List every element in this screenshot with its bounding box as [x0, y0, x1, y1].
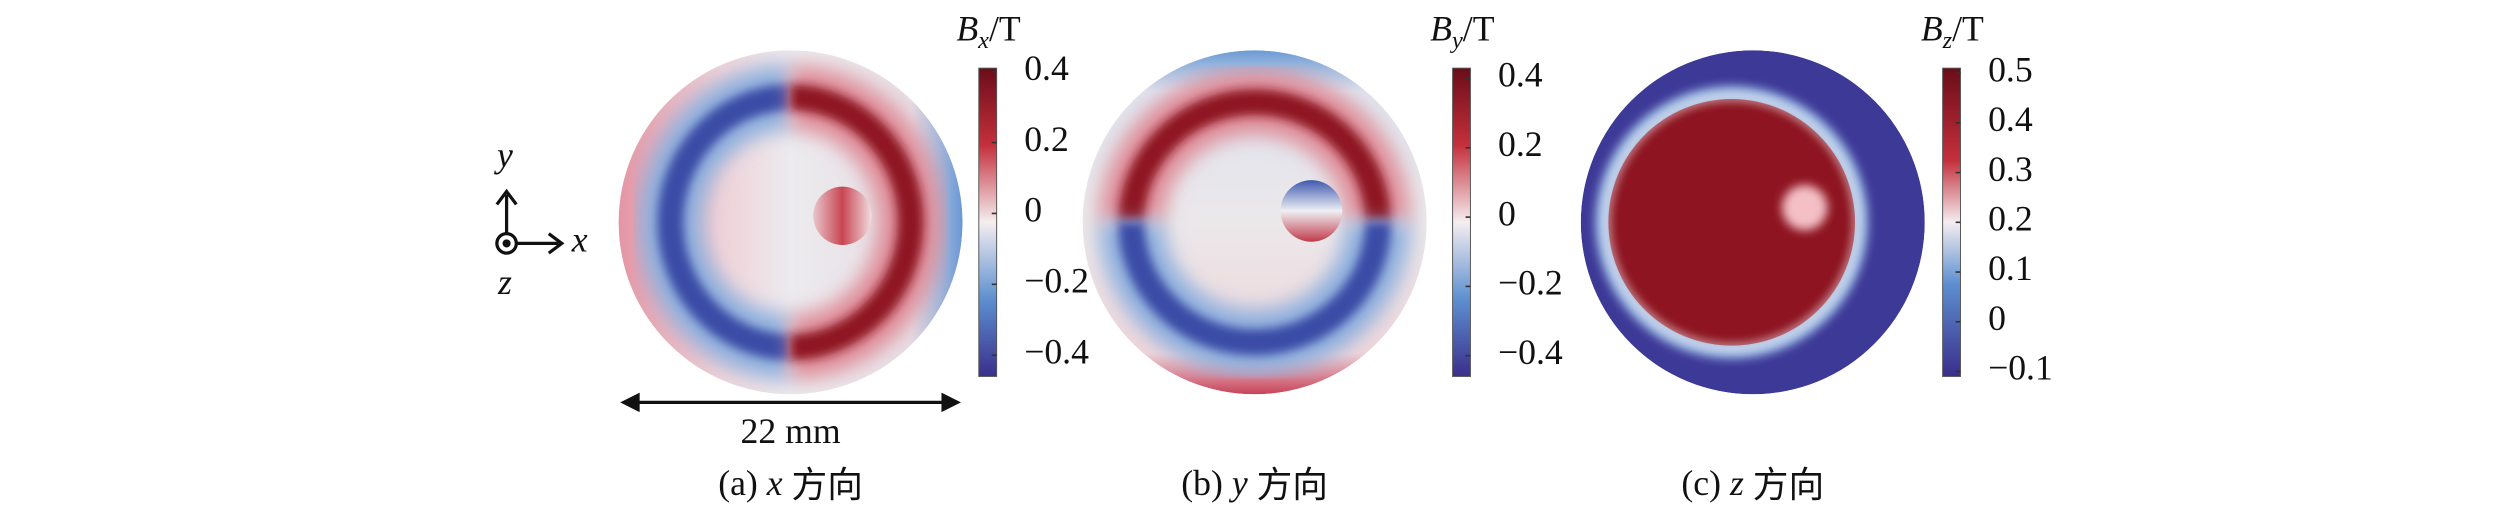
field-map-y	[1082, 50, 1427, 395]
panel-caption: (a) x 方向	[718, 463, 863, 506]
colorbar-title: Bx/T	[956, 9, 1021, 54]
caption-text: 方向	[792, 465, 863, 506]
caption-axis: y	[1229, 463, 1248, 503]
colorbar-symbol: B	[956, 9, 978, 49]
colorbar-tick-label: −0.1	[1988, 348, 2053, 388]
colorbar-tick-label: −0.4	[1498, 332, 1563, 372]
caption-tag: (c)	[1681, 463, 1721, 503]
colorbar-tick-label: 0.4	[1988, 99, 2033, 139]
colorbar-subscript: y	[1449, 27, 1463, 54]
caption-text: 方向	[1753, 465, 1824, 506]
colorbar-unit: /T	[989, 9, 1021, 49]
caption-text: 方向	[1257, 465, 1328, 506]
colorbar	[978, 67, 998, 377]
colorbar-title: By/T	[1430, 9, 1495, 54]
panel-caption: (b) y 方向	[1181, 463, 1328, 506]
colorbar-tick-label: 0.5	[1988, 49, 2033, 89]
colorbar-subscript: z	[1942, 27, 1953, 54]
scale-bar-label: 22 mm	[740, 411, 840, 451]
axis-label-y: y	[494, 135, 513, 175]
colorbar-tick-label: 0.2	[1024, 119, 1069, 159]
colorbar-subscript: x	[977, 27, 989, 54]
caption-axis: z	[1729, 463, 1744, 503]
colorbar-unit: /T	[1952, 9, 1984, 49]
colorbar-tick-label: 0	[1024, 190, 1042, 230]
panel-caption: (c) z 方向	[1681, 463, 1824, 506]
colorbar-tick-label: −0.4	[1024, 331, 1089, 371]
axis-label-x: x	[571, 220, 588, 260]
colorbar-tick-label: 0	[1498, 193, 1516, 233]
colorbar	[1452, 67, 1471, 377]
field-map-z	[1580, 50, 1925, 395]
caption-tag: (a)	[718, 463, 758, 503]
axis-label-z: z	[497, 262, 512, 302]
scale-bar	[620, 392, 961, 413]
colorbar-title: Bz/T	[1921, 9, 1984, 54]
colorbar-tick-label: −0.2	[1498, 263, 1563, 303]
colorbar-tick-label: 0.1	[1988, 248, 2033, 288]
colorbar-tick-label: 0.4	[1498, 55, 1543, 95]
caption-tag: (b)	[1181, 463, 1223, 503]
colorbar-tick-label: 0.3	[1988, 149, 2033, 189]
colorbar-tick-label: −0.2	[1024, 261, 1089, 301]
caption-axis: x	[766, 463, 783, 503]
colorbar-unit: /T	[1463, 9, 1495, 49]
colorbar-symbol: B	[1921, 9, 1943, 49]
colorbar-symbol: B	[1430, 9, 1452, 49]
colorbar-tick-label: 0.2	[1988, 198, 2033, 238]
colorbar-tick-label: 0.4	[1024, 48, 1069, 88]
colorbar-tick-label: 0	[1988, 298, 2006, 338]
axes-glyph	[495, 188, 565, 255]
field-map-x	[618, 50, 963, 395]
colorbar-tick-label: 0.2	[1498, 124, 1543, 164]
